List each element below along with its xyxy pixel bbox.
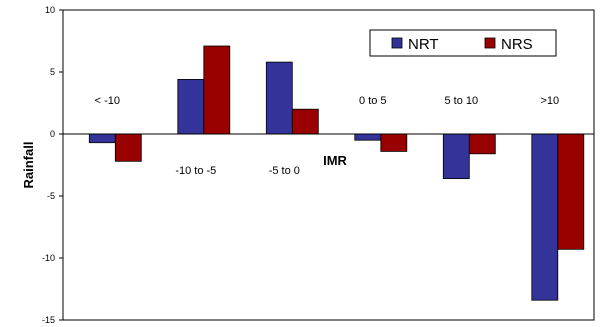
bar-nrs-4: [468, 133, 496, 155]
bar-nrs-0: [114, 133, 142, 162]
bar-nrt-5: [531, 133, 559, 301]
bar-nrs-2: [291, 108, 319, 135]
y-tick-label: -10: [42, 253, 55, 263]
category-label: -10 to -5: [175, 165, 216, 177]
bar-nrt-4: [442, 133, 470, 179]
category-label: 5 to 10: [444, 95, 478, 107]
bar-nrt-0: [88, 133, 116, 144]
bar-nrt-3: [354, 133, 382, 141]
y-tick-label: 10: [45, 5, 55, 15]
category-label: < -10: [95, 95, 120, 107]
legend-swatch-nrt: [391, 37, 403, 49]
category-label: >10: [540, 95, 559, 107]
y-tick-label: 5: [50, 67, 55, 77]
legend-label-nrt: NRT: [408, 36, 439, 53]
category-label: -5 to 0: [269, 165, 300, 177]
y-tick-label: 0: [50, 129, 55, 139]
x-axis-title: IMR: [323, 153, 347, 168]
bar-nrt-2: [265, 61, 293, 135]
legend-swatch-nrs: [484, 37, 496, 49]
y-tick-label: -15: [42, 315, 55, 325]
plot-area: [62, 9, 595, 321]
y-axis: 10 5 0 -5 -10 -15: [42, 5, 63, 325]
bars: [88, 45, 585, 301]
y-tick-label: -5: [47, 191, 55, 201]
bar-nrs-1: [203, 45, 231, 135]
legend-label-nrs: NRS: [501, 36, 533, 53]
bar-nrs-3: [380, 133, 408, 152]
category-labels: < -10 -10 to -5 -5 to 0 0 to 5 5 to 10 >10: [95, 95, 560, 177]
legend: NRT NRS: [369, 29, 557, 57]
y-axis-title: Rainfall: [21, 142, 36, 189]
category-label: 0 to 5: [359, 95, 387, 107]
bar-nrs-5: [557, 133, 585, 250]
bar-nrt-1: [177, 79, 205, 135]
